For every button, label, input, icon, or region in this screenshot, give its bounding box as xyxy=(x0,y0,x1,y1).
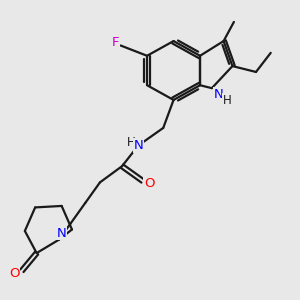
Text: H: H xyxy=(223,94,232,107)
Text: O: O xyxy=(144,177,154,190)
Text: N: N xyxy=(134,139,144,152)
Text: O: O xyxy=(9,267,20,280)
Text: F: F xyxy=(112,36,119,49)
Text: N: N xyxy=(57,227,67,240)
Text: H: H xyxy=(127,136,135,148)
Text: N: N xyxy=(213,88,223,101)
